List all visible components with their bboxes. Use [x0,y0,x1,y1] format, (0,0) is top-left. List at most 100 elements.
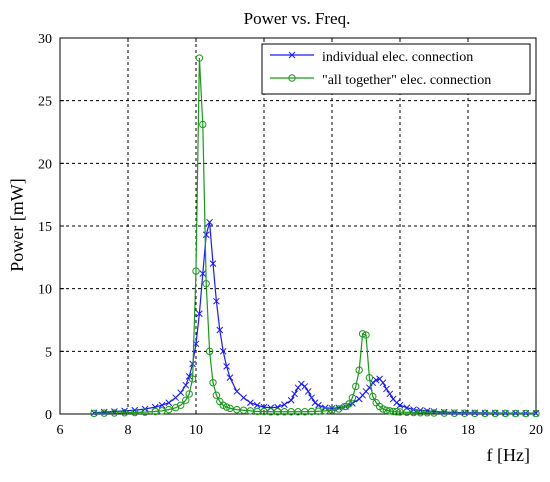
data-point-individual [301,383,309,390]
data-point-all-together [491,409,499,418]
data-point-individual [158,401,166,409]
x-tick-label: 18 [461,423,475,438]
x-tick-label: 12 [257,423,271,438]
x-tick-label: 16 [393,423,407,438]
data-point-all-together [192,267,200,275]
data-point-individual [386,390,394,398]
data-point-individual [315,401,322,409]
data-point-all-together [352,382,360,391]
data-point-all-together [209,378,217,387]
data-point-all-together [362,331,370,339]
x-tick-label: 10 [189,423,203,438]
data-point-all-together [379,405,387,413]
x-tick-label: 20 [529,423,543,438]
data-point-all-together [120,409,129,417]
legend-label-all-together: "all together" elec. connection [322,73,491,88]
data-point-all-together [141,408,149,416]
data-point-all-together [202,279,210,288]
series-line-individual [93,222,536,414]
data-point-individual [196,310,203,318]
data-point-individual [267,404,275,412]
data-point-all-together [100,409,108,417]
y-axis-label: Power [mW] [7,178,27,271]
data-point-individual [304,388,312,395]
data-point-individual [253,401,261,409]
data-point-all-together [450,409,459,417]
data-point-all-together [182,396,190,404]
x-tick-label: 6 [57,423,64,438]
data-point-all-together [358,330,367,338]
y-tick-label: 0 [45,408,52,423]
data-point-all-together [511,409,520,418]
series-line-all-together [93,58,536,415]
y-tick-label: 30 [38,32,52,47]
data-point-all-together [199,120,207,129]
data-point-all-together [90,409,98,418]
legend-label-individual: individual elec. connection [322,50,473,65]
data-point-individual [199,270,207,277]
data-point-individual [281,401,288,408]
data-point-all-together [212,391,221,399]
data-point-individual [165,399,173,407]
data-point-individual [383,385,390,393]
y-tick-label: 20 [38,157,52,172]
data-point-all-together [440,409,448,417]
data-point-individual [216,326,224,334]
data-point-all-together [355,366,363,374]
data-point-individual [172,394,179,402]
data-point-individual [213,297,220,305]
data-point-all-together [185,390,193,398]
data-point-all-together [348,394,357,402]
data-point-all-together [369,392,377,401]
data-point-all-together [335,405,343,413]
y-tick-label: 25 [38,95,52,110]
data-point-individual [291,390,298,398]
chart-title: Power vs. Freq. [244,9,351,28]
data-point-individual [209,260,217,267]
series-individual [90,218,540,417]
legend: individual elec. connection "all togethe… [261,43,531,95]
data-point-individual [393,399,400,407]
y-tick-label: 10 [38,283,52,298]
data-point-all-together [328,406,336,414]
data-point-all-together [382,406,391,414]
data-point-all-together [188,375,197,383]
data-point-all-together [195,54,204,62]
y-tick-label: 5 [45,345,52,360]
data-point-individual [311,399,319,407]
data-point-individual [287,396,295,404]
data-point-all-together [522,409,530,418]
data-point-individual [226,374,234,382]
legend-marker-all-together [288,74,296,82]
data-point-individual [206,218,213,226]
x-axis-label: f [Hz] [487,445,530,465]
data-point-all-together [481,409,489,418]
data-point-individual [379,379,387,387]
data-point-individual [233,388,241,395]
data-point-individual [182,381,190,389]
data-point-all-together [177,401,185,409]
data-point-all-together [365,373,374,382]
legend-marker-individual [288,51,296,59]
data-point-individual [298,380,305,388]
data-point-individual [223,363,230,370]
data-point-individual [219,347,227,355]
data-point-individual [202,231,210,239]
data-point-individual [308,394,315,402]
data-point-all-together [501,409,510,418]
data-point-all-together [460,409,469,417]
series-all-together [90,54,540,418]
data-point-individual [240,394,247,402]
data-point-all-together [222,403,231,411]
data-point-all-together [131,408,139,417]
data-point-all-together [386,407,394,415]
data-point-individual [177,389,185,397]
data-point-all-together [226,404,234,413]
data-point-all-together [205,347,214,356]
data-point-all-together [110,409,119,417]
data-point-individual [396,401,404,409]
y-tick-label: 15 [38,220,52,235]
data-point-all-together [165,405,173,414]
